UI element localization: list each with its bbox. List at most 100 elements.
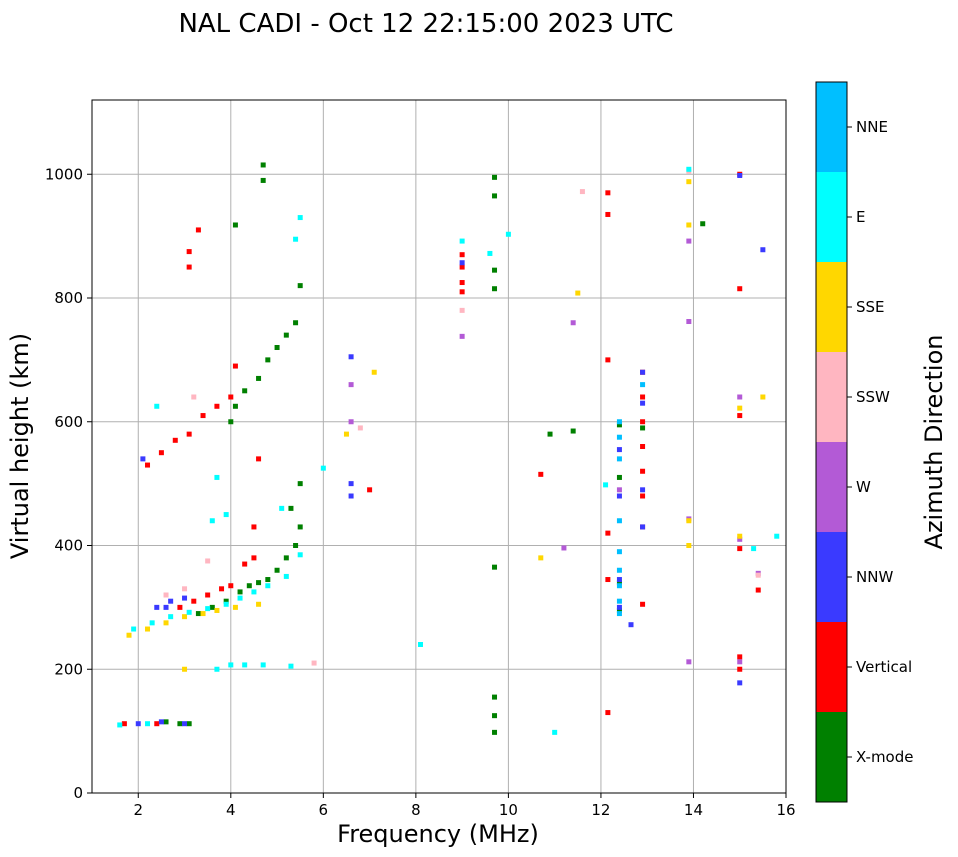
- data-point: [605, 530, 611, 536]
- x-tick-label: 10: [499, 801, 518, 819]
- data-point: [640, 382, 646, 388]
- data-point: [191, 394, 197, 400]
- data-point: [121, 721, 127, 727]
- data-point: [616, 419, 622, 425]
- colorbar-tick-label: X-mode: [856, 748, 913, 766]
- data-point: [140, 456, 146, 462]
- y-tick-label: 800: [54, 289, 83, 307]
- data-point: [168, 598, 174, 604]
- y-axis-label: Virtual height (km): [6, 333, 34, 559]
- data-point: [154, 403, 160, 409]
- x-tick-label: 12: [591, 801, 610, 819]
- data-point: [492, 286, 498, 292]
- data-point: [297, 215, 303, 221]
- data-point: [163, 719, 169, 725]
- data-point: [228, 394, 234, 400]
- data-point: [154, 721, 160, 727]
- data-point: [616, 611, 622, 617]
- data-point: [737, 172, 743, 178]
- data-point: [293, 320, 299, 326]
- data-point: [737, 666, 743, 672]
- data-point: [737, 413, 743, 419]
- y-tick-label: 200: [54, 660, 83, 678]
- data-point: [195, 227, 201, 233]
- data-point: [158, 719, 164, 725]
- data-point: [538, 471, 544, 477]
- data-point: [228, 583, 234, 589]
- data-point: [242, 561, 248, 567]
- data-point: [177, 721, 183, 727]
- data-point: [492, 564, 498, 570]
- data-point: [700, 221, 706, 227]
- data-point: [459, 307, 465, 313]
- series-nne: [616, 382, 646, 617]
- series-nnw: [135, 172, 766, 727]
- data-point: [186, 721, 192, 727]
- colorbar: X-mode Vertical NNW W SSW SSE E NNE: [815, 81, 913, 803]
- data-point: [297, 481, 303, 487]
- data-point: [232, 403, 238, 409]
- data-point: [320, 465, 326, 471]
- data-point: [343, 431, 349, 437]
- data-point: [214, 666, 220, 672]
- data-point: [640, 400, 646, 406]
- x-tick-label: 8: [411, 801, 421, 819]
- data-point: [256, 456, 262, 462]
- data-point: [492, 267, 498, 273]
- data-point: [459, 333, 465, 339]
- data-point: [182, 595, 188, 601]
- data-point: [246, 583, 252, 589]
- colorbar-segment: [816, 352, 847, 442]
- x-tick-label: 6: [319, 801, 329, 819]
- data-point: [256, 601, 262, 607]
- data-point: [616, 456, 622, 462]
- data-point: [357, 425, 363, 431]
- data-point: [117, 722, 123, 728]
- data-point: [640, 425, 646, 431]
- colorbar-segment: [816, 712, 847, 802]
- data-point: [640, 601, 646, 607]
- data-point: [760, 394, 766, 400]
- data-point: [774, 533, 780, 539]
- data-point: [459, 260, 465, 266]
- data-marks: [117, 162, 780, 735]
- colorbar-tick-label: W: [856, 478, 871, 496]
- data-point: [223, 598, 229, 604]
- colorbar-label: Azimuth Direction: [920, 335, 948, 550]
- data-point: [616, 598, 622, 604]
- data-point: [575, 290, 581, 296]
- data-point: [605, 710, 611, 716]
- y-tick-label: 1000: [45, 165, 83, 183]
- data-point: [145, 626, 151, 632]
- data-point: [209, 518, 215, 524]
- y-tick-label: 0: [73, 784, 83, 802]
- data-point: [200, 611, 206, 617]
- data-point: [283, 573, 289, 579]
- colorbar-segment: [816, 442, 847, 532]
- data-point: [492, 174, 498, 180]
- data-point: [297, 552, 303, 558]
- data-point: [348, 354, 354, 360]
- data-point: [686, 222, 692, 228]
- data-point: [214, 403, 220, 409]
- data-point: [297, 283, 303, 289]
- data-point: [251, 555, 257, 561]
- data-point: [232, 604, 238, 610]
- data-point: [232, 363, 238, 369]
- data-point: [168, 614, 174, 620]
- data-point: [274, 345, 280, 350]
- data-point: [348, 481, 354, 487]
- data-point: [686, 518, 692, 524]
- data-point: [459, 264, 465, 270]
- data-point: [640, 369, 646, 375]
- data-point: [505, 231, 511, 237]
- data-point: [616, 434, 622, 440]
- data-point: [605, 357, 611, 363]
- data-point: [686, 238, 692, 244]
- data-point: [492, 729, 498, 735]
- x-tick-label: 4: [226, 801, 236, 819]
- data-point: [163, 620, 169, 626]
- colorbar-frame: [815, 81, 848, 803]
- chart-title: NAL CADI - Oct 12 22:15:00 2023 UTC: [178, 9, 673, 39]
- data-point: [492, 694, 498, 700]
